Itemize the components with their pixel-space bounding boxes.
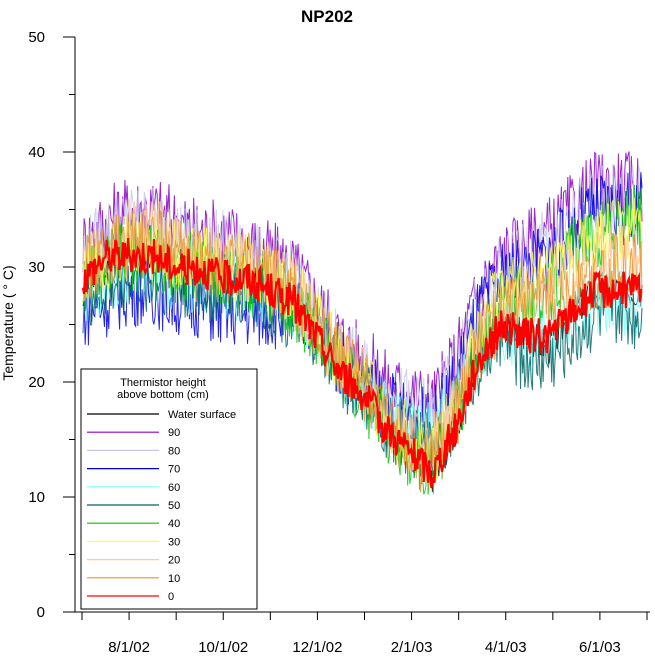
x-tick-label: 6/1/03 [579, 639, 621, 656]
legend-item: 20 [87, 555, 180, 567]
legend-label: 90 [168, 427, 180, 439]
legend-item: 60 [87, 482, 180, 494]
legend-item: 70 [87, 464, 180, 476]
series-line [82, 197, 643, 485]
legend-item: Water surface [87, 409, 236, 421]
legend-title: Thermistor height [120, 377, 206, 389]
x-tick-label: 8/1/02 [108, 639, 150, 656]
legend-item: 90 [87, 427, 180, 439]
x-tick-label: 2/1/03 [391, 639, 433, 656]
legend-item: 80 [87, 445, 180, 457]
y-tick-label: 40 [28, 144, 45, 161]
legend-label: Water surface [168, 409, 236, 421]
legend-item: 30 [87, 536, 180, 548]
legend-item: 40 [87, 518, 180, 530]
y-tick-label: 20 [28, 374, 45, 391]
legend-item: 0 [87, 591, 174, 603]
legend-item: 10 [87, 573, 180, 585]
x-tick-label: 4/1/03 [485, 639, 527, 656]
legend-label: 70 [168, 464, 180, 476]
y-tick-label: 0 [37, 604, 45, 621]
legend-item: 50 [87, 500, 180, 512]
chart-title: NP202 [301, 7, 353, 26]
series-line [81, 238, 643, 489]
series-20 [82, 197, 643, 485]
legend-label: 60 [168, 482, 180, 494]
y-axis-label: Temperature ( ° C) [0, 265, 16, 380]
series-0 [81, 238, 643, 489]
legend-label: 20 [168, 555, 180, 567]
legend-label: 0 [168, 591, 174, 603]
legend-label: 10 [168, 573, 180, 585]
y-tick-label: 50 [28, 29, 45, 46]
legend-box [80, 368, 258, 610]
y-tick-label: 30 [28, 259, 45, 276]
x-tick-label: 10/1/02 [198, 639, 248, 656]
series-layer [81, 151, 643, 495]
legend-title: above bottom (cm) [117, 389, 209, 401]
y-tick-label: 10 [28, 489, 45, 506]
x-tick-label: 12/1/02 [292, 639, 342, 656]
legend-label: 40 [168, 518, 180, 530]
legend-label: 50 [168, 500, 180, 512]
legend-label: 80 [168, 445, 180, 457]
legend-label: 30 [168, 536, 180, 548]
axes: 0 10 20 30 40 50 8/1/02 10/1/02 12/1/02 2/1/03 4/1… [28, 29, 650, 656]
